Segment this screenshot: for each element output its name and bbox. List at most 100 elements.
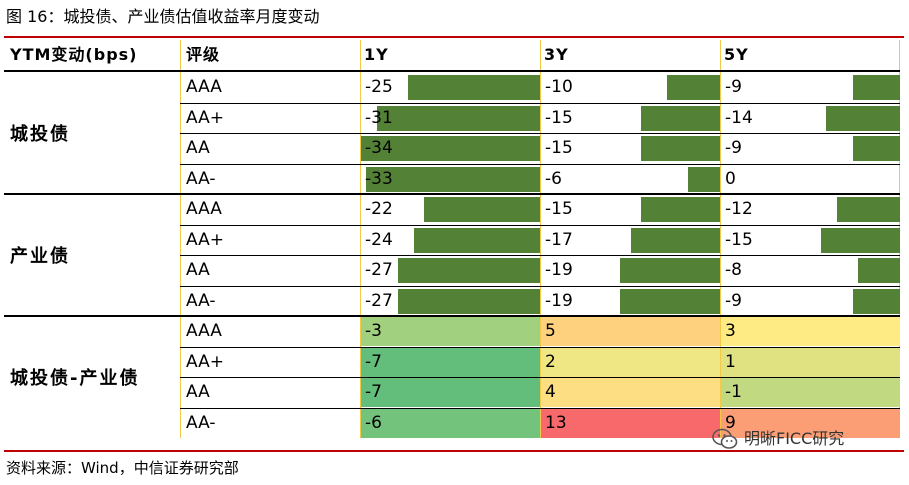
- value-cell-5y: -9: [721, 73, 900, 102]
- data-bar: [630, 227, 720, 253]
- table-row: AA+ -7 2 1: [180, 347, 900, 377]
- value-cell-3y: -17: [541, 226, 720, 255]
- value-cell-1y: -24: [361, 226, 540, 255]
- table-row: AA -27 -19 -8: [180, 255, 900, 285]
- cell-value: 4: [545, 382, 556, 402]
- rating-cell: AA-: [186, 412, 216, 433]
- table-row: AAA -22 -15 -12: [180, 194, 900, 224]
- grid-line: [360, 40, 361, 438]
- cell-value: -15: [725, 229, 753, 250]
- value-cell-1y: -34: [361, 134, 540, 163]
- header-3y: 3Y: [544, 45, 569, 64]
- data-bar: [688, 166, 720, 192]
- cell-value: 3: [725, 321, 736, 341]
- table-row: AA -7 4 -1: [180, 377, 900, 407]
- cell-value: -15: [545, 138, 573, 158]
- value-cell-5y: -15: [721, 226, 900, 255]
- data-bar: [641, 136, 720, 161]
- cell-value: -6: [545, 168, 562, 189]
- cell-value: 9: [725, 412, 736, 433]
- value-cell-1y: -3: [361, 317, 540, 346]
- table-row: AA- -27 -19 -9: [180, 286, 900, 316]
- rating-cell: AAA: [186, 77, 222, 97]
- data-bar: [641, 197, 720, 222]
- cell-value: 2: [545, 351, 556, 372]
- cell-value: 5: [545, 321, 556, 341]
- table-row: AAA -3 5 3: [180, 316, 900, 346]
- data-bar: [397, 258, 540, 283]
- row-divider: [180, 224, 900, 226]
- row-divider: [180, 285, 900, 287]
- cell-value: -15: [545, 107, 573, 128]
- data-bar: [826, 105, 900, 131]
- rating-cell: AA+: [186, 229, 224, 250]
- value-cell-5y: 3: [721, 317, 900, 346]
- cell-value: -9: [725, 138, 742, 158]
- cell-value: -25: [365, 77, 393, 97]
- data-bar: [408, 75, 540, 100]
- data-bar: [619, 258, 720, 283]
- value-cell-3y: -19: [541, 287, 720, 316]
- ytm-change-table: YTM变动(bps) 评级 1Y 3Y 5Y 城投债 AAA -25 -10 -9 AA+…: [4, 40, 900, 438]
- cell-value: -19: [545, 290, 573, 311]
- row-divider: [180, 346, 900, 348]
- cell-value: -7: [365, 382, 382, 402]
- group-divider: [4, 193, 900, 195]
- cell-value: -3: [365, 321, 382, 341]
- header-1y: 1Y: [364, 45, 389, 64]
- value-cell-5y: 9: [721, 408, 900, 438]
- data-bar: [397, 288, 540, 314]
- value-cell-3y: -15: [541, 195, 720, 224]
- data-bar: [852, 75, 900, 100]
- value-cell-3y: 2: [541, 347, 720, 377]
- table-row: AA- -33 -6 0: [180, 164, 900, 194]
- table-row: AA+ -31 -15 -14: [180, 103, 900, 133]
- value-cell-5y: -9: [721, 134, 900, 163]
- wechat-icon: [712, 428, 738, 449]
- table-row: AAA -25 -10 -9: [180, 72, 900, 102]
- value-cell-3y: 5: [541, 317, 720, 346]
- cell-value: -1: [725, 382, 742, 402]
- watermark: 明晰FICC研究: [712, 425, 844, 453]
- data-bar: [821, 227, 900, 253]
- cell-value: 0: [725, 168, 736, 189]
- cell-value: -17: [545, 229, 573, 250]
- value-cell-5y: -8: [721, 256, 900, 285]
- value-cell-5y: -12: [721, 195, 900, 224]
- cell-value: -15: [545, 199, 573, 219]
- value-cell-1y: -22: [361, 195, 540, 224]
- rating-cell: AA-: [186, 168, 216, 189]
- cell-value: -33: [365, 168, 393, 189]
- cell-value: -22: [365, 199, 393, 219]
- rating-cell: AA: [186, 138, 210, 158]
- data-bar: [413, 227, 540, 253]
- value-cell-3y: 13: [541, 408, 720, 438]
- row-divider: [180, 407, 900, 409]
- cell-value: -9: [725, 77, 742, 97]
- data-bar: [852, 136, 900, 161]
- data-bar: [852, 288, 900, 314]
- cell-value: -14: [725, 107, 753, 128]
- data-bar: [836, 197, 900, 222]
- header-group: YTM变动(bps): [10, 45, 138, 64]
- top-rule: [4, 36, 904, 38]
- source-note: 资料来源：Wind，中信证券研究部: [6, 459, 239, 477]
- rating-cell: AA: [186, 382, 210, 402]
- row-divider: [180, 133, 900, 134]
- grid-line: [540, 40, 541, 438]
- rating-cell: AAA: [186, 321, 222, 341]
- cell-value: -34: [365, 138, 393, 158]
- value-cell-5y: -1: [721, 378, 900, 407]
- cell-value: -24: [365, 229, 393, 250]
- cell-value: -27: [365, 290, 393, 311]
- value-cell-1y: -31: [361, 104, 540, 133]
- value-cell-1y: -6: [361, 408, 540, 438]
- data-bar: [376, 105, 540, 131]
- cell-value: -7: [365, 351, 382, 372]
- cell-value: 1: [725, 351, 736, 372]
- value-cell-3y: -10: [541, 73, 720, 102]
- value-cell-5y: 0: [721, 165, 900, 194]
- figure-title: 图 16：城投债、产业债估值收益率月度变动: [6, 7, 320, 26]
- row-divider: [180, 102, 900, 104]
- group-label: 城投债: [10, 124, 70, 145]
